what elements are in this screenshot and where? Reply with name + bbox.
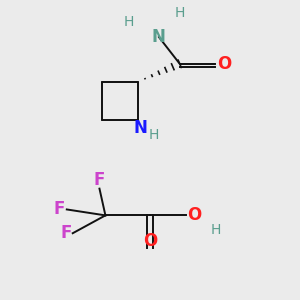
Text: N: N — [134, 119, 147, 137]
Text: H: H — [148, 128, 159, 142]
Text: F: F — [61, 224, 72, 242]
Text: H: H — [175, 6, 185, 20]
Text: H: H — [124, 15, 134, 29]
Text: O: O — [143, 232, 157, 250]
Text: H: H — [210, 223, 220, 237]
Text: O: O — [187, 206, 201, 224]
Text: F: F — [53, 200, 65, 218]
Text: N: N — [152, 28, 166, 46]
Text: F: F — [94, 171, 105, 189]
Text: O: O — [217, 55, 231, 73]
